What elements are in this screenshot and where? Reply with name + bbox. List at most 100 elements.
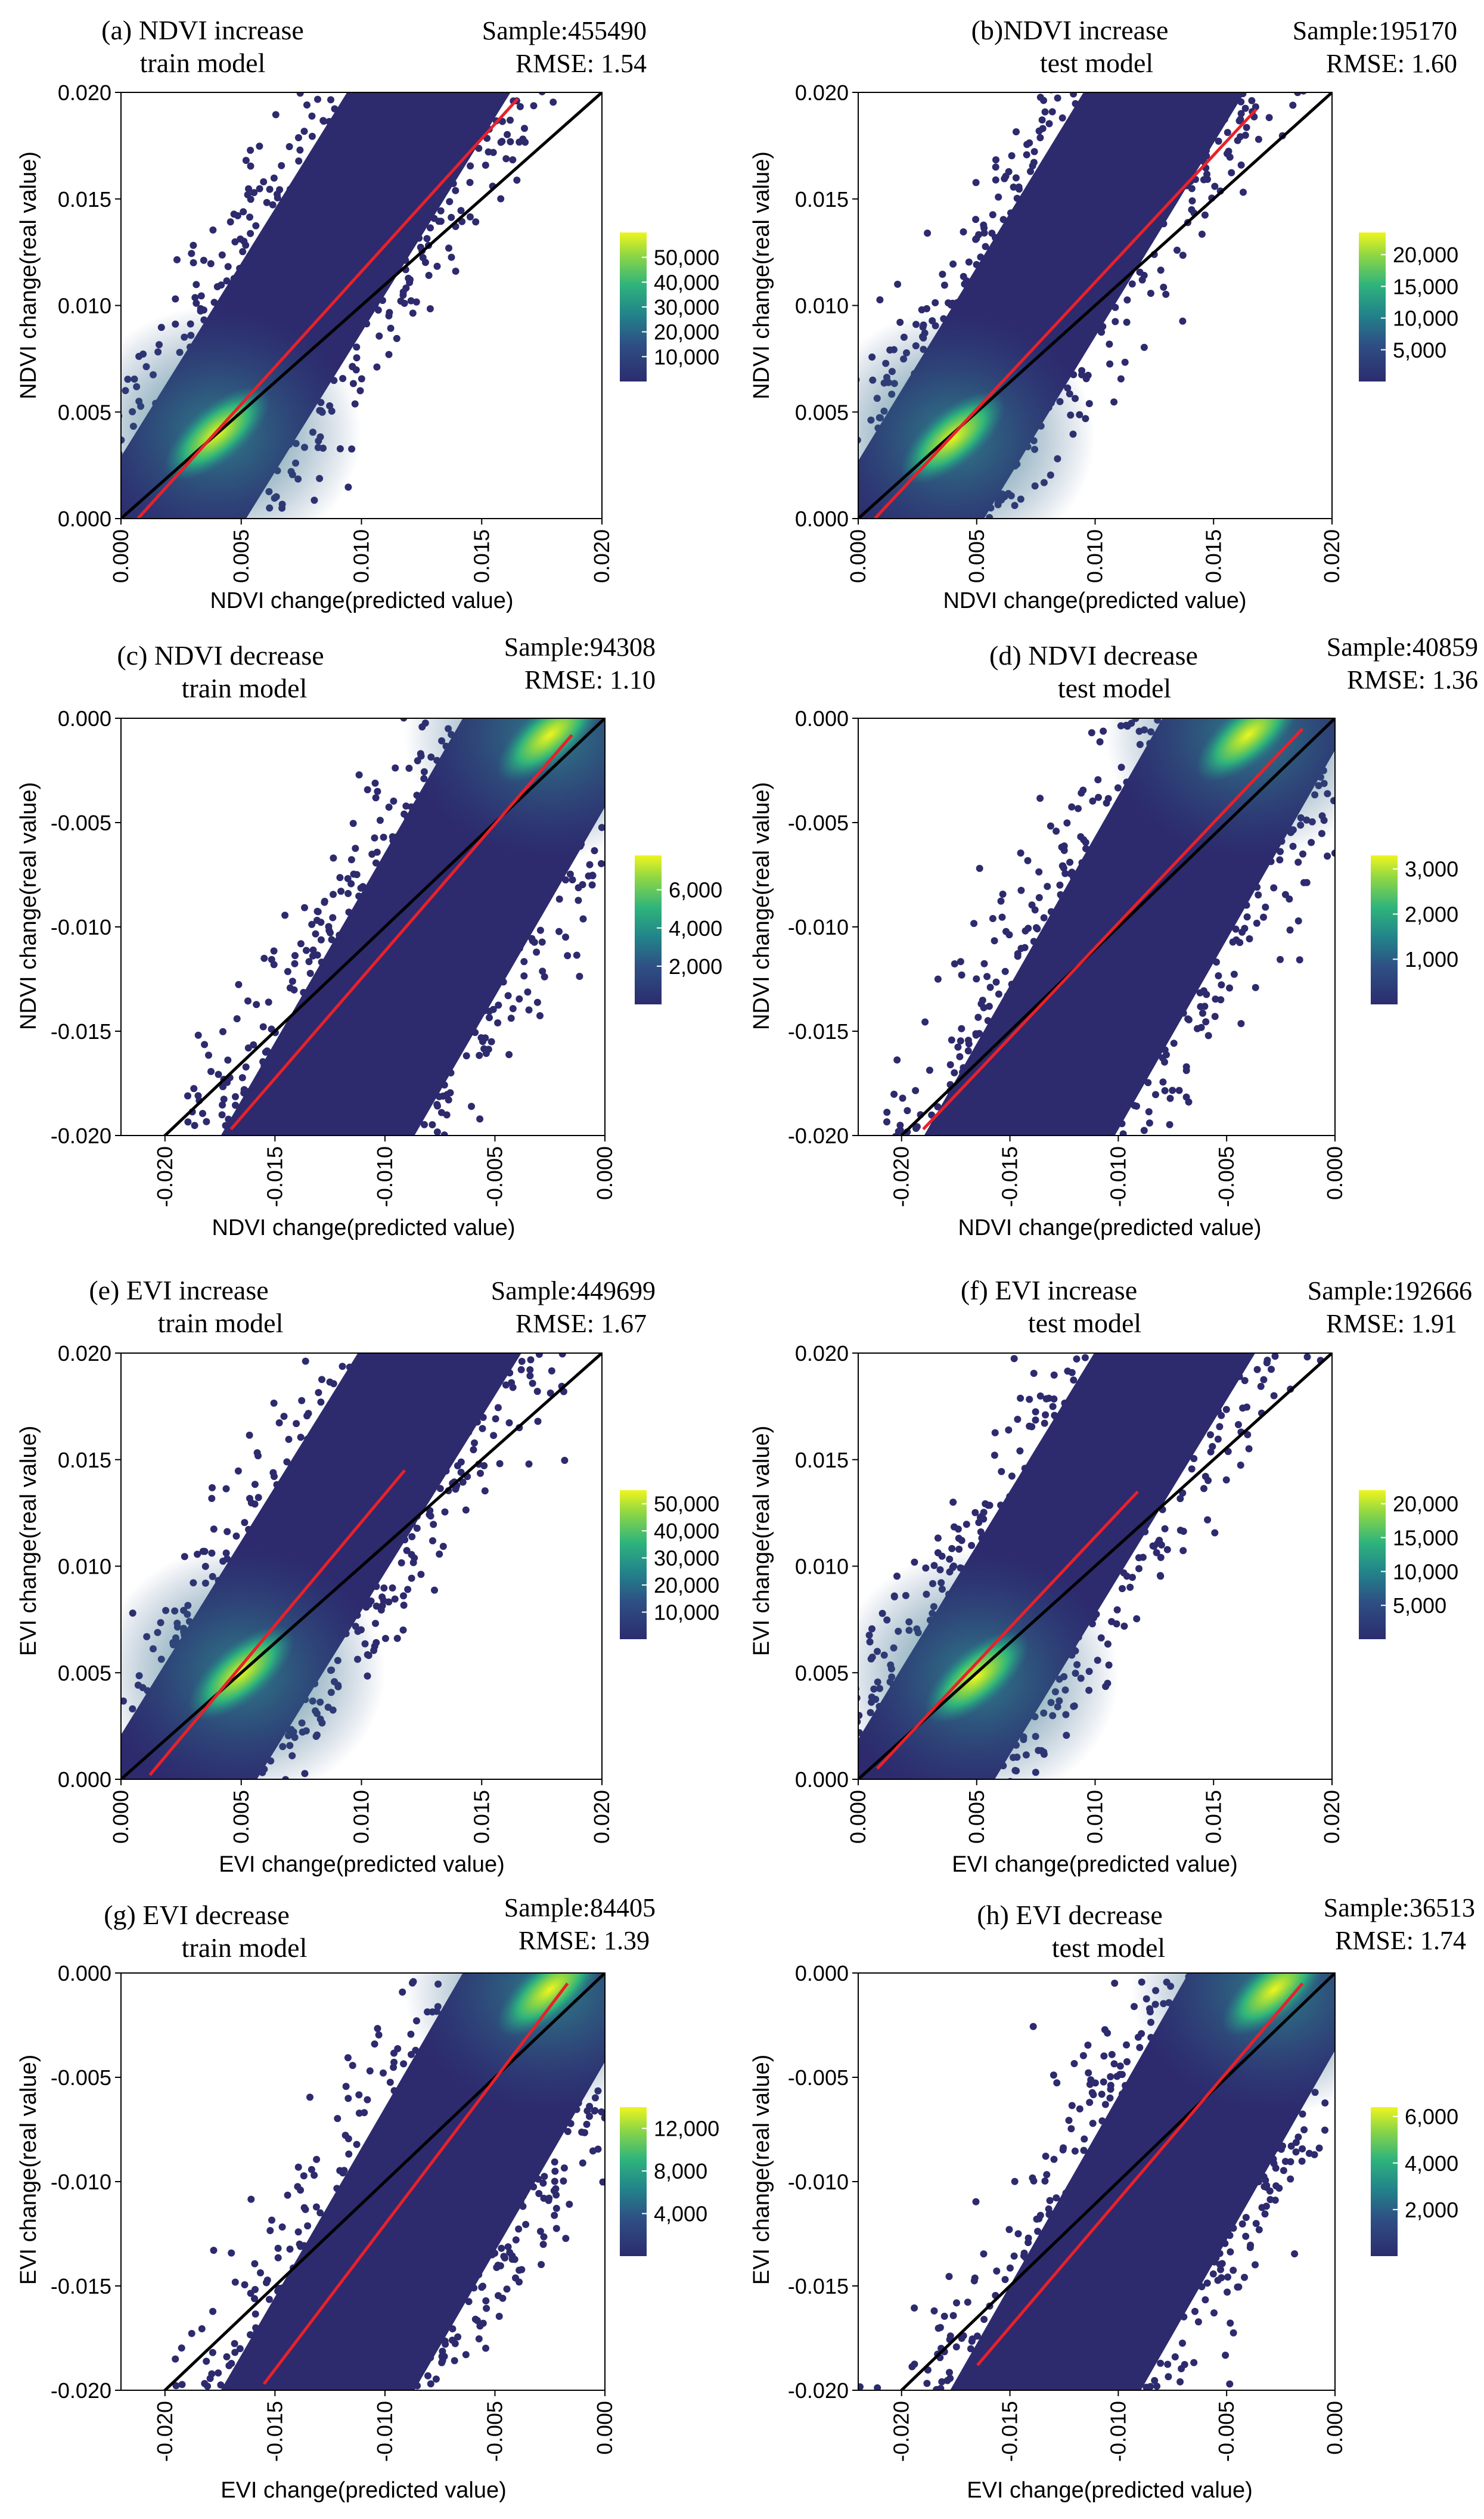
- data-point: [232, 1093, 239, 1100]
- data-point: [266, 2227, 274, 2235]
- data-point: [252, 2310, 259, 2318]
- data-point: [1063, 819, 1071, 827]
- data-point: [1078, 367, 1086, 374]
- data-point: [380, 833, 387, 841]
- data-point: [1084, 2042, 1092, 2049]
- data-point: [391, 1595, 399, 1603]
- data-point: [1157, 1572, 1165, 1580]
- data-point: [1260, 913, 1267, 921]
- data-point: [1041, 108, 1049, 116]
- data-point: [645, 739, 652, 746]
- panel-title-line1: (e) EVI increase: [89, 1275, 268, 1305]
- data-point: [1113, 1620, 1120, 1628]
- data-point: [423, 235, 431, 243]
- data-point: [627, 2038, 634, 2045]
- data-point: [1194, 2278, 1202, 2285]
- data-point: [501, 2254, 508, 2261]
- data-point: [519, 2192, 527, 2200]
- data-point: [296, 2240, 303, 2248]
- panel-title-line2: train model: [158, 1308, 284, 1338]
- data-point: [412, 298, 420, 306]
- data-point: [218, 251, 226, 259]
- data-point: [306, 970, 314, 977]
- data-point: [1292, 2148, 1300, 2156]
- data-point: [1294, 2133, 1302, 2141]
- data-point: [209, 2307, 217, 2315]
- y-tick-label: 0.000: [58, 507, 111, 531]
- y-tick-label: -0.005: [51, 811, 111, 835]
- data-point: [482, 1034, 489, 1042]
- data-point: [1093, 324, 1101, 331]
- data-point: [1359, 767, 1366, 774]
- data-point: [899, 1094, 906, 1102]
- data-point: [538, 938, 546, 946]
- data-point: [583, 2120, 591, 2128]
- data-point: [551, 1345, 558, 1352]
- data-point: [1237, 1020, 1245, 1028]
- data-point: [1151, 2377, 1159, 2384]
- data-point: [429, 1121, 436, 1128]
- data-point: [1010, 1355, 1018, 1363]
- data-point: [1036, 795, 1044, 802]
- data-point: [533, 1388, 541, 1395]
- data-point: [1211, 182, 1219, 190]
- plot-area: [108, 92, 602, 519]
- data-point: [108, 470, 116, 477]
- data-point: [1161, 1058, 1168, 1066]
- data-point: [462, 1052, 470, 1060]
- data-point: [347, 880, 355, 888]
- data-point: [983, 973, 991, 981]
- data-point: [968, 1541, 976, 1549]
- data-point: [446, 198, 454, 206]
- data-point: [355, 2091, 363, 2099]
- data-point: [1112, 303, 1119, 311]
- plot-area: [858, 1353, 1332, 1779]
- data-point: [1050, 2155, 1058, 2163]
- data-point: [372, 1583, 380, 1590]
- identity-line: [163, 1973, 605, 2390]
- data-point: [997, 897, 1005, 905]
- data-point: [270, 947, 278, 955]
- x-tick-label: -0.020: [153, 1146, 177, 1207]
- data-point: [1190, 1455, 1198, 1462]
- data-point: [190, 241, 197, 249]
- data-point: [1188, 1465, 1196, 1473]
- data-point: [389, 1584, 396, 1592]
- data-point: [291, 952, 299, 960]
- data-point: [1303, 879, 1311, 886]
- data-point: [495, 1001, 502, 1009]
- x-axis-label: EVI change(predicted value): [219, 1852, 505, 1877]
- y-tick-label: -0.015: [51, 2274, 111, 2298]
- data-point: [107, 1711, 114, 1718]
- data-point: [567, 2120, 575, 2127]
- x-tick-label: 0.005: [229, 529, 253, 583]
- regression-line: [922, 727, 1304, 1131]
- data-point: [1070, 92, 1078, 98]
- data-point: [454, 2333, 462, 2341]
- data-point: [985, 1003, 993, 1010]
- data-point: [964, 1037, 972, 1044]
- data-point: [948, 1036, 955, 1044]
- data-point: [974, 1013, 982, 1021]
- data-point: [1077, 833, 1085, 840]
- data-point: [1108, 2050, 1116, 2058]
- data-point: [328, 936, 336, 944]
- data-point: [470, 1446, 477, 1454]
- data-point: [359, 883, 367, 891]
- density-peak: [496, 1973, 603, 2037]
- data-point: [1079, 2052, 1087, 2059]
- x-tick-label: 0.005: [964, 1790, 989, 1844]
- data-point: [436, 1485, 444, 1493]
- scatter-plot: 0.000 -0.005 -0.010 -0.015 -0.020 -0.020 -0.01…: [51, 706, 652, 1207]
- data-point: [1215, 972, 1222, 979]
- data-point: [294, 2163, 302, 2171]
- y-tick-label: -0.015: [788, 2274, 849, 2298]
- data-point: [394, 2045, 402, 2052]
- data-point: [989, 211, 996, 219]
- data-point: [490, 979, 498, 987]
- data-point: [1153, 1549, 1160, 1556]
- data-point: [1047, 822, 1054, 830]
- data-point: [1027, 167, 1034, 175]
- data-point: [547, 1389, 554, 1397]
- data-point: [240, 237, 248, 245]
